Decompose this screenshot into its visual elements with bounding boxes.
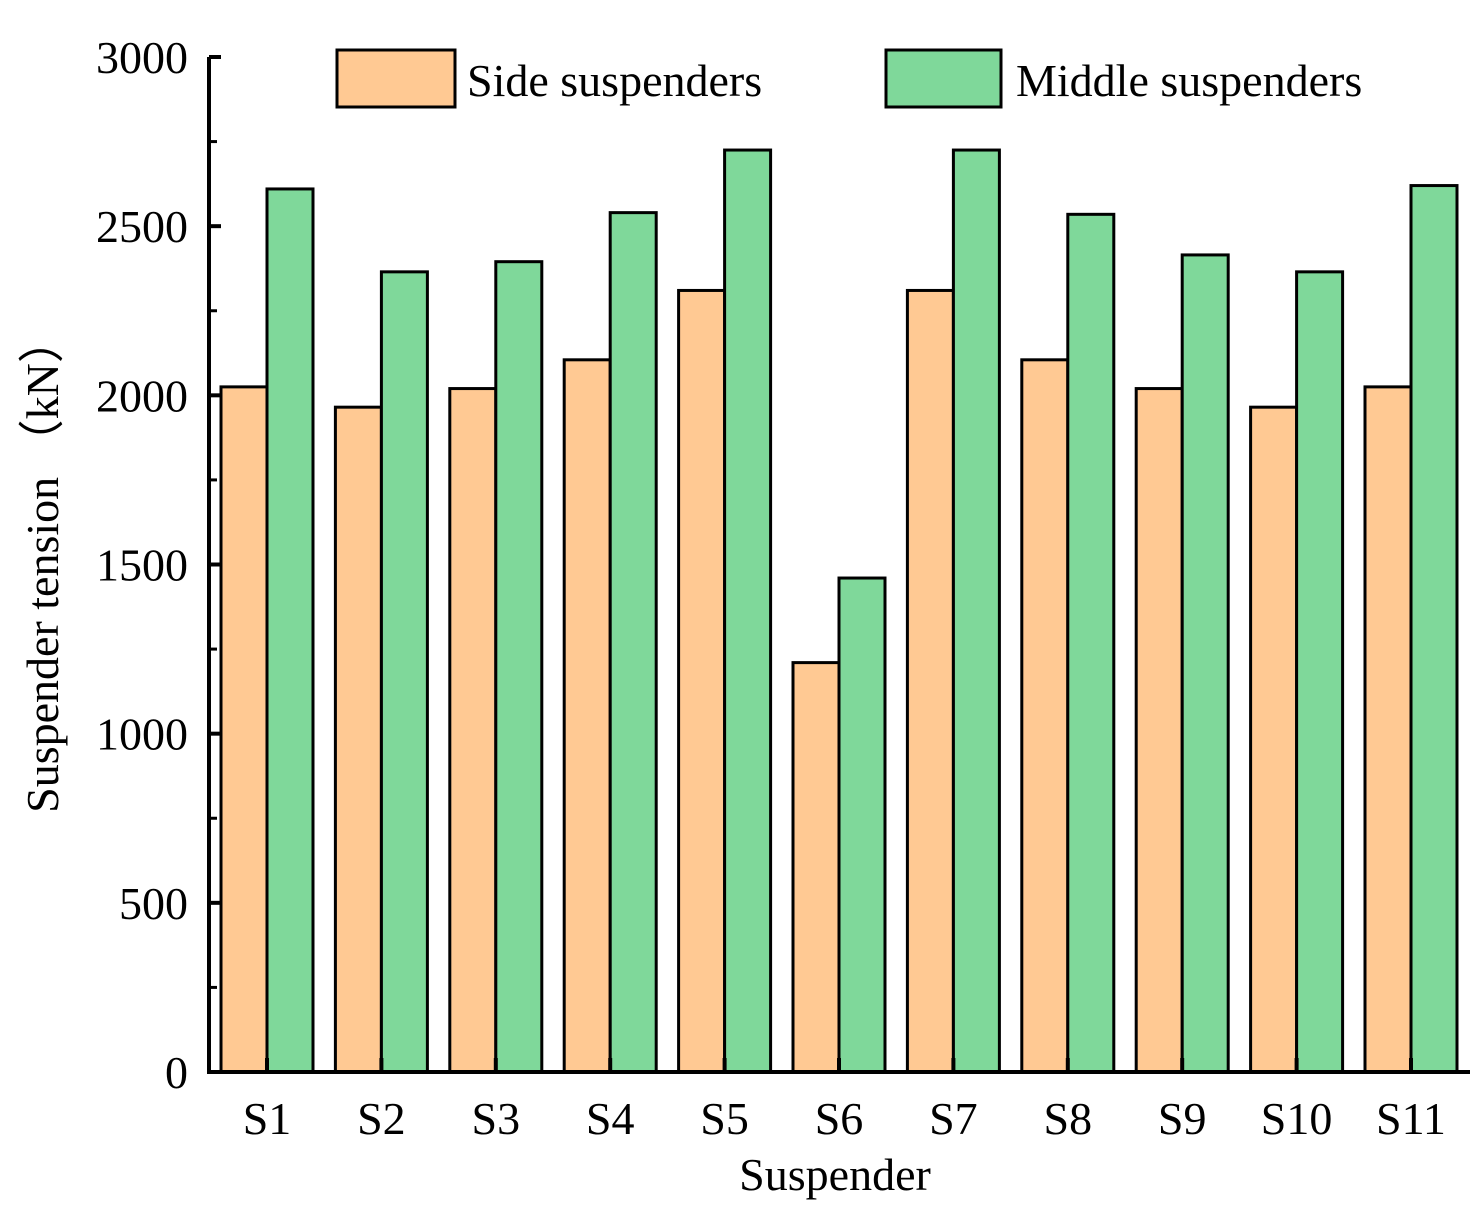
bar-side-S7 (905, 288, 955, 1074)
x-ticks: S1 S2 S3 S4 S5 S6 S7 S8 S9 S10 S11 (243, 1058, 1446, 1144)
x-tick-label: S4 (586, 1093, 635, 1144)
legend-label-middle: Middle suspenders (1016, 55, 1362, 106)
bar-middle-S6 (837, 576, 887, 1074)
legend-label-side: Side suspenders (467, 55, 762, 106)
y-tick-label: 1000 (96, 709, 188, 760)
bars-layer (219, 148, 1459, 1074)
bar-side-S9 (1134, 387, 1184, 1074)
y-axis-label: Suspender tension （kN） (17, 317, 68, 813)
y-tick-label: 500 (119, 878, 188, 929)
y-ticks: 0 500 1000 1500 2000 2500 3000 (96, 32, 221, 1098)
x-tick-label: S11 (1376, 1093, 1446, 1144)
x-tick-label: S3 (472, 1093, 521, 1144)
bar-side-S1 (219, 385, 269, 1074)
x-tick-label: S5 (700, 1093, 749, 1144)
legend: Side suspenders Middle suspenders (335, 48, 1362, 109)
bar-middle-S8 (1066, 212, 1116, 1074)
x-tick-label: S2 (357, 1093, 406, 1144)
bar-middle-S1 (265, 187, 315, 1074)
bar-side-S3 (448, 387, 498, 1074)
bar-side-S10 (1249, 405, 1299, 1074)
bar-side-S5 (677, 288, 727, 1074)
bar-middle-S7 (951, 148, 1001, 1074)
y-tick-label: 2500 (96, 201, 188, 252)
bar-side-S8 (1020, 358, 1070, 1074)
y-tick-label: 2000 (96, 370, 188, 421)
x-tick-label: S6 (815, 1093, 864, 1144)
y-tick-label: 3000 (96, 32, 188, 83)
bar-middle-S4 (608, 211, 658, 1074)
bar-side-S2 (333, 405, 383, 1074)
bar-side-S4 (562, 358, 612, 1074)
y-tick-label: 0 (165, 1047, 188, 1098)
x-tick-label: S10 (1261, 1093, 1333, 1144)
x-tick-label: S9 (1158, 1093, 1207, 1144)
bar-middle-S10 (1295, 270, 1345, 1074)
x-tick-label: S7 (929, 1093, 978, 1144)
bar-middle-S3 (494, 260, 544, 1074)
y-tick-label: 1500 (96, 540, 188, 591)
x-tick-label: S8 (1044, 1093, 1093, 1144)
bar-middle-S2 (379, 270, 429, 1074)
bar-side-S11 (1363, 385, 1413, 1074)
bar-side-S6 (791, 661, 841, 1074)
x-axis-label: Suspender (739, 1149, 931, 1200)
legend-swatch-middle (884, 48, 1003, 109)
bar-middle-S11 (1409, 184, 1459, 1074)
legend-swatch-side (335, 48, 457, 109)
bar-middle-S9 (1180, 253, 1230, 1074)
x-tick-label: S1 (243, 1093, 292, 1144)
bar-middle-S5 (723, 148, 773, 1074)
